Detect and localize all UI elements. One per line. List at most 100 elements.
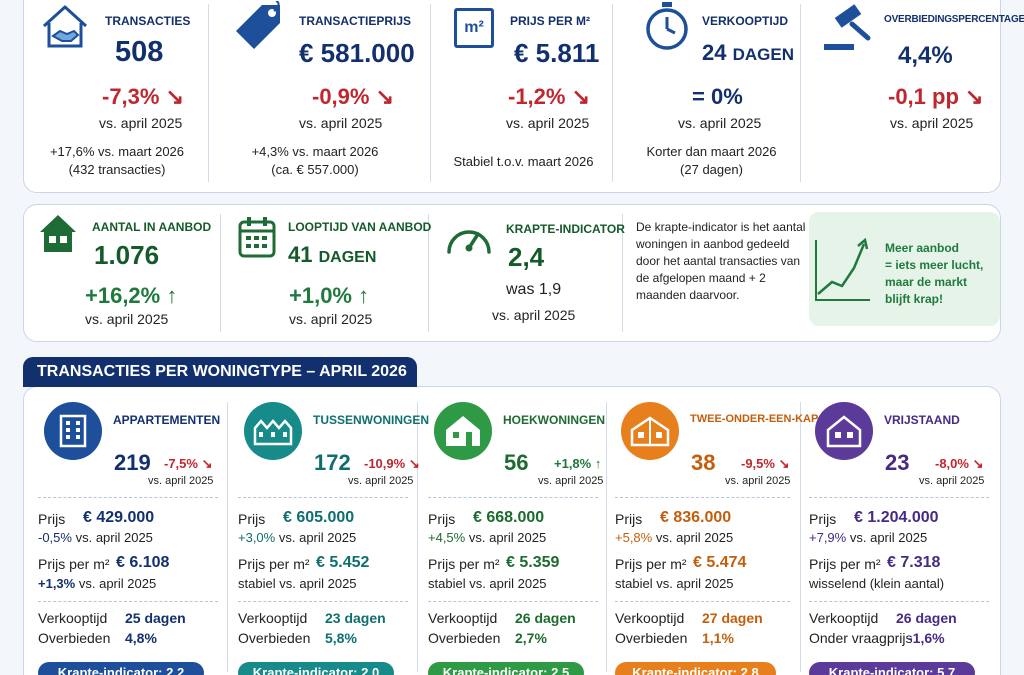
divider	[800, 4, 801, 182]
price-label: Prijs	[38, 511, 66, 527]
divider	[38, 601, 218, 602]
price-tag-icon	[236, 1, 280, 49]
supply-value-aanbod: 1.076	[94, 240, 160, 270]
kpi-value-verkooptijd: 24 DAGEN	[702, 40, 795, 65]
section-title: TRANSACTIES PER WONINGTYPE – APRIL 2026	[23, 357, 417, 387]
trend-up-icon: ↑	[358, 283, 370, 308]
m2-delta: wisselend (klein aantal)	[809, 576, 945, 591]
days-label: Verkooptijd	[428, 610, 498, 626]
kpi-value-transactieprijs: € 581.000	[299, 38, 415, 68]
type-count: 219	[114, 450, 151, 475]
divider	[615, 601, 790, 602]
price-delta: -0,5% vs. april 2025	[38, 530, 153, 545]
kpi-note-prijs-per-m2: Stabiel t.o.v. maart 2026	[453, 154, 594, 169]
kpi-value-overbieden: 4,4%	[898, 42, 953, 69]
kpi-vs-transacties: vs. april 2025	[99, 115, 183, 131]
type-vs: vs. april 2025	[538, 475, 604, 487]
krapte-pill: Krapte-indicator: 2,5	[428, 662, 584, 675]
divider	[809, 497, 989, 498]
divider	[428, 601, 598, 602]
trend-down-icon: ↘	[571, 84, 591, 109]
m2-delta: +1,3% vs. april 2025	[38, 576, 157, 591]
m2-label: Prijs per m²	[428, 556, 500, 572]
kpi-note-verkooptijd: Korter dan maart 2026 (27 dagen)	[646, 144, 777, 177]
trend-down-icon: ↘	[201, 456, 213, 471]
corner-house-icon	[434, 402, 492, 460]
price-value: € 1.204.000	[854, 509, 939, 526]
m2-delta: stabiel vs. april 2025	[615, 576, 734, 591]
type-delta: -9,5% ↘	[741, 456, 790, 471]
price-value: € 836.000	[660, 509, 732, 526]
type-delta: +1,8% ↑	[554, 456, 602, 471]
type-name: TWEE-ONDER-EEN-KAP	[690, 413, 819, 425]
overbid-label: Overbieden	[38, 630, 111, 646]
divider	[809, 601, 989, 602]
divider	[238, 601, 408, 602]
kpi-title-transacties: TRANSACTIES	[105, 14, 191, 28]
days-value: 26 dagen	[515, 610, 576, 626]
kpi-vs-prijs-per-m2: vs. april 2025	[506, 115, 590, 131]
gavel-icon	[824, 4, 871, 50]
kpi-delta-transactieprijs: -0,9% ↘	[312, 84, 395, 109]
divider	[622, 214, 623, 332]
type-count: 38	[691, 450, 716, 475]
price-delta: +7,9% vs. april 2025	[809, 530, 928, 545]
kpi-delta-overbieden: -0,1 pp ↘	[888, 84, 984, 109]
divider	[417, 402, 418, 672]
divider	[800, 402, 801, 672]
kpi-value-prijs-per-m2: € 5.811	[514, 38, 600, 68]
trend-down-icon: ↘	[778, 456, 790, 471]
kpi-note-transacties: +17,6% vs. maart 2026 (432 transacties)	[49, 144, 185, 177]
detached-house-icon	[815, 402, 873, 460]
type-name: HOEKWONINGEN	[503, 413, 605, 427]
days-label: Verkooptijd	[809, 610, 879, 626]
divider	[428, 497, 598, 498]
kpi-delta-prijs-per-m2: -1,2% ↘	[508, 84, 591, 109]
price-delta: +3,0% vs. april 2025	[238, 530, 357, 545]
overbid-value: 2,7%	[515, 630, 547, 646]
m2-value: € 7.318	[887, 554, 941, 571]
type-vs: vs. april 2025	[725, 475, 791, 487]
days-value: 23 dagen	[325, 610, 386, 626]
supply-delta-looptijd: +1,0% ↑	[289, 283, 370, 308]
trend-down-icon: ↘	[375, 84, 395, 109]
days-label: Verkooptijd	[615, 610, 685, 626]
price-label: Prijs	[809, 511, 837, 527]
m2-value: € 5.359	[506, 554, 560, 571]
krapte-pill: Krapte-indicator: 2,0	[238, 662, 394, 675]
divider	[428, 214, 429, 332]
krapte-explanation: De krapte-indicator is het aantal woning…	[636, 220, 806, 302]
m2-label: Prijs per m²	[238, 556, 310, 572]
supply-title-aanbod: AANTAL IN AANBOD	[92, 220, 212, 234]
type-delta: -10,9% ↘	[364, 456, 420, 471]
days-label: Verkooptijd	[238, 610, 308, 626]
divider	[208, 4, 209, 182]
square-meter-icon: m²	[454, 8, 494, 48]
m2-label: Prijs per m²	[809, 556, 881, 572]
krapte-pill: Krapte-indicator: 2,8	[615, 662, 776, 675]
trend-down-icon: ↘	[165, 84, 185, 109]
supply-title-krapte: KRAPTE-INDICATOR	[506, 222, 625, 236]
supply-value-krapte: 2,4	[508, 242, 545, 272]
apartment-icon	[44, 402, 102, 460]
calendar-icon	[238, 217, 276, 258]
divider	[227, 402, 228, 672]
type-delta: -7,5% ↘	[164, 456, 213, 471]
price-value: € 605.000	[283, 509, 355, 526]
type-name: TUSSENWONINGEN	[313, 413, 430, 427]
m2-value: € 5.474	[693, 554, 747, 571]
m2-label: Prijs per m²	[615, 556, 687, 572]
krapte-pill: Krapte-indicator: 2,2	[38, 662, 204, 675]
kpi-note-transactieprijs: +4,3% vs. maart 2026 (ca. € 557.000)	[251, 144, 379, 177]
supply-value-looptijd: 41 DAGEN	[288, 242, 377, 267]
overbid-value: -1,6%	[908, 630, 945, 646]
kpi-title-verkooptijd: VERKOOPTIJD	[702, 14, 789, 28]
days-value: 26 dagen	[896, 610, 957, 626]
supply-delta-aanbod: +16,2% ↑	[85, 283, 178, 308]
type-count: 23	[885, 450, 910, 475]
supply-vs-looptijd: vs. april 2025	[289, 311, 373, 327]
supply-vs-aanbod: vs. april 2025	[85, 311, 169, 327]
trend-up-icon: ↑	[594, 456, 602, 471]
price-delta: +4,5% vs. april 2025	[428, 530, 547, 545]
trend-down-icon: ↘	[972, 456, 984, 471]
